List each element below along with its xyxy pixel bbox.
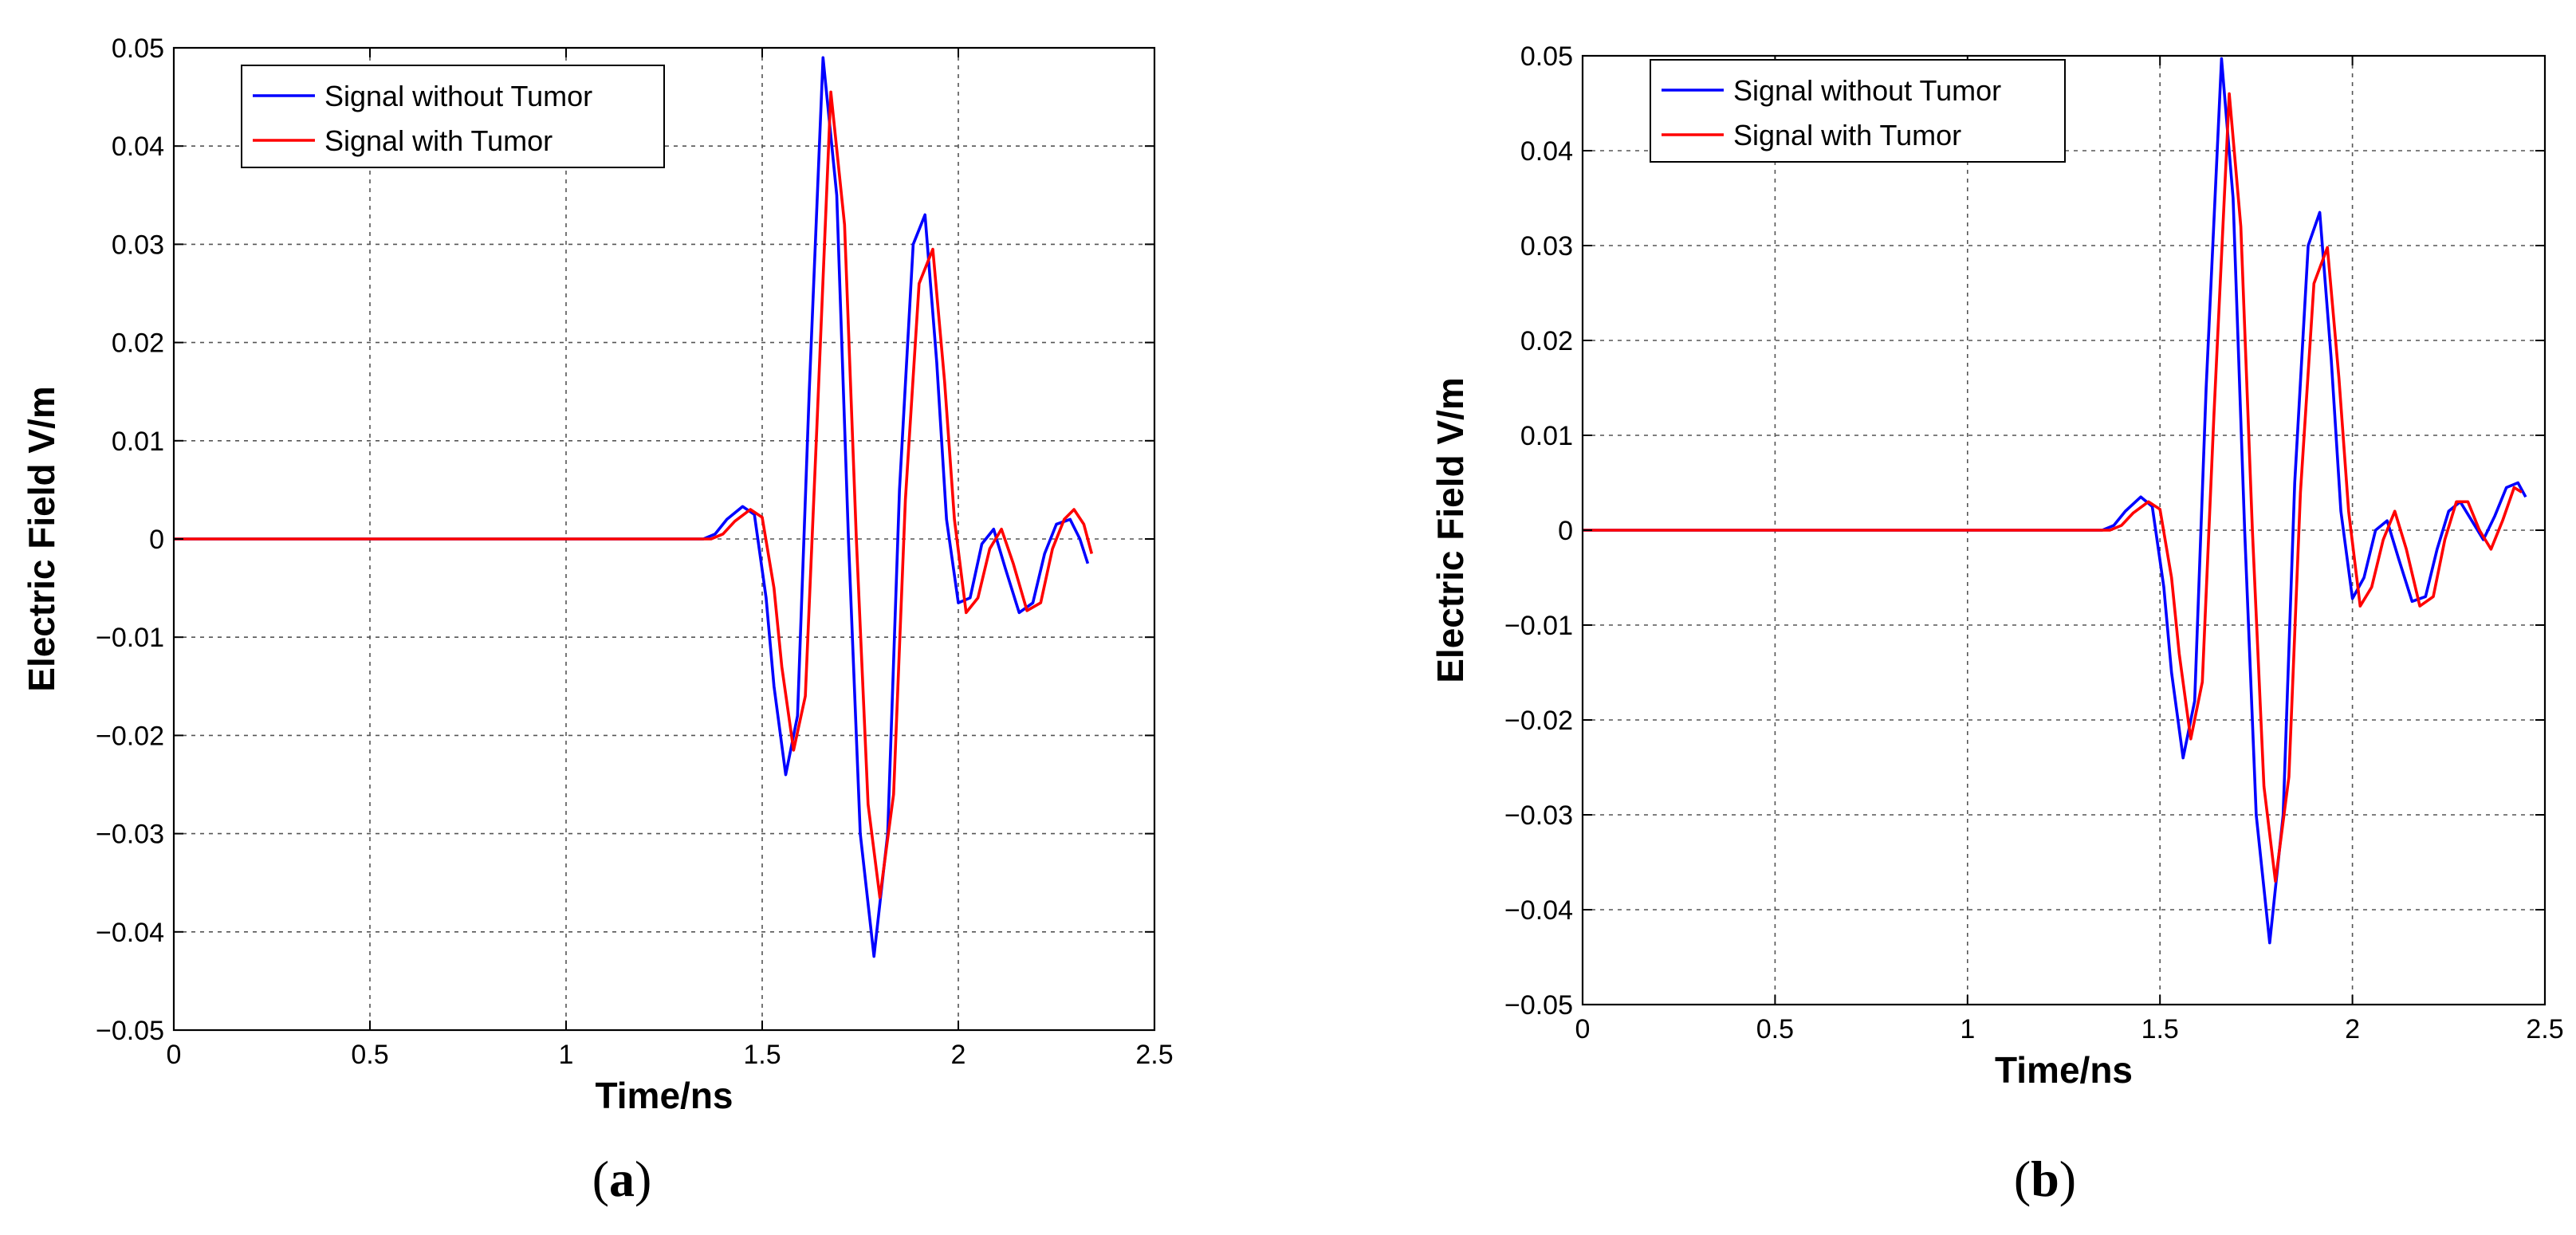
x-tick-label: 2 [951,1040,966,1070]
legend-entry: Signal with Tumor [1733,119,1961,151]
x-tick-label: 0 [1575,1014,1591,1044]
x-tick-label: 1.5 [743,1040,781,1070]
chart-b: 0 0.5 1 1.5 2 2.5 −0.05 −0.04 −0.03 −0.02 −0.01 0 0.… [1430,41,2564,1207]
y-tick-label: −0.05 [96,1016,164,1046]
x-tick-label: 0 [167,1040,182,1070]
legend: Signal without Tumor Signal with Tumor [241,65,665,168]
y-tick-label: 0.05 [112,33,164,64]
y-tick-label: −0.02 [96,721,164,751]
chart-a: 0 0.5 1 1.5 2 2.5 −0.05 −0.04 −0.03 −0.02 −0.01 0 0.… [21,33,1174,1207]
y-axis-label: Electric Field V/m [21,386,62,691]
y-tick-label: −0.04 [1504,895,1573,926]
x-axis-label: Time/ns [1995,1049,2133,1091]
y-tick-label: 0.02 [1520,326,1573,356]
y-tick-label: −0.04 [96,918,164,948]
y-tick-label: 0.01 [112,427,164,457]
y-tick-label: 0.01 [1520,421,1573,451]
x-axis-label: Time/ns [596,1075,733,1116]
y-tick-label: 0.04 [112,132,164,162]
x-tick-label: 2 [2345,1014,2360,1044]
y-tick-label: −0.01 [1504,611,1573,641]
series-line-without-tumor [174,56,1090,958]
y-tick-label: 0.04 [1520,136,1573,167]
x-tick-label: 1 [1960,1014,1975,1044]
y-tick-label: 0.02 [112,328,164,359]
y-axis-label: Electric Field V/m [1430,377,1471,682]
panel-caption: (a) [592,1150,652,1207]
y-tick-label: 0 [149,525,164,555]
panel-caption: (b) [2014,1150,2076,1207]
y-tick-label: −0.02 [1504,706,1573,736]
legend-box [241,65,665,168]
y-tick-label: −0.01 [96,623,164,653]
legend-entry: Signal without Tumor [1733,74,2001,107]
legend-entry: Signal without Tumor [324,80,592,112]
y-tick-label: −0.03 [96,820,164,850]
x-tick-label: 2.5 [2526,1014,2563,1044]
x-tick-label: 0.5 [351,1040,388,1070]
x-tick-label: 0.5 [1756,1014,1794,1044]
x-tick-label: 1 [559,1040,574,1070]
x-tick-label: 1.5 [2141,1014,2179,1044]
y-tick-label: 0.03 [112,230,164,260]
legend-entry: Signal with Tumor [324,124,553,157]
x-tick-label: 2.5 [1135,1040,1173,1070]
series-line-with-tumor [174,90,1094,899]
y-tick-label: −0.05 [1504,990,1573,1021]
legend-box [1650,59,2066,163]
y-tick-label: 0 [1558,516,1573,546]
series-line-without-tumor [1583,57,2527,945]
y-tick-label: −0.03 [1504,800,1573,831]
legend: Signal without Tumor Signal with Tumor [1650,59,2066,163]
series-line-with-tumor [1583,92,2523,883]
y-tick-label: 0.05 [1520,41,1573,72]
y-tick-label: 0.03 [1520,231,1573,262]
